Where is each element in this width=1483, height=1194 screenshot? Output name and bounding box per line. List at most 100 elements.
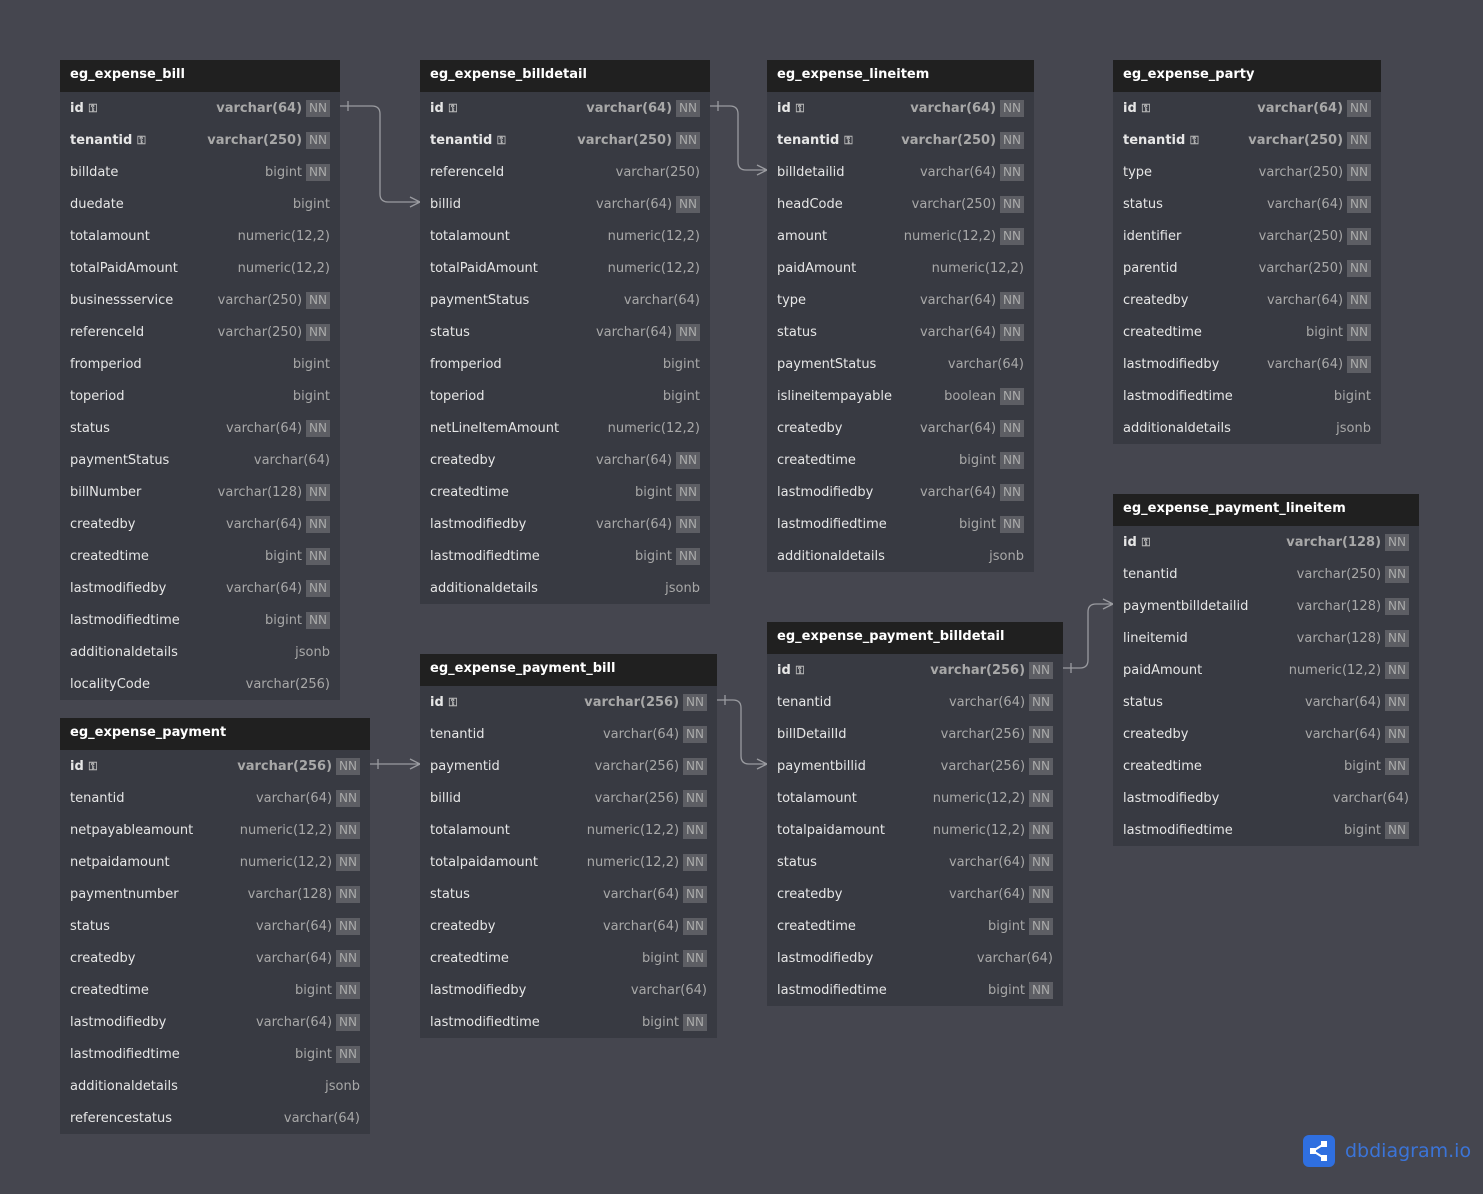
field-row[interactable]: parentid varchar(250) NN: [1113, 252, 1381, 284]
field-row[interactable]: totalamount numeric(12,2): [420, 220, 710, 252]
field-row[interactable]: type varchar(250) NN: [1113, 156, 1381, 188]
field-row[interactable]: tenantid varchar(250) NN: [1113, 558, 1419, 590]
field-row[interactable]: id ⚿ varchar(64) NN: [767, 92, 1034, 124]
field-row[interactable]: lastmodifiedtime bigint NN: [420, 540, 710, 572]
field-row[interactable]: paymentStatus varchar(64): [767, 348, 1034, 380]
field-row[interactable]: toperiod bigint: [60, 380, 340, 412]
field-row[interactable]: createdtime bigint NN: [1113, 750, 1419, 782]
field-row[interactable]: identifier varchar(250) NN: [1113, 220, 1381, 252]
field-row[interactable]: tenantid ⚿ varchar(250) NN: [1113, 124, 1381, 156]
field-row[interactable]: status varchar(64) NN: [420, 316, 710, 348]
table-header[interactable]: eg_expense_payment: [60, 718, 370, 750]
table-eg-expense-bill[interactable]: eg_expense_bill id ⚿ varchar(64) NN tenan…: [60, 60, 340, 700]
table-eg-expense-payment-billdetail[interactable]: eg_expense_payment_billdetail id ⚿ varcha…: [767, 622, 1063, 1006]
field-row[interactable]: createdtime bigint NN: [420, 476, 710, 508]
field-row[interactable]: createdby varchar(64) NN: [1113, 718, 1419, 750]
field-row[interactable]: duedate bigint: [60, 188, 340, 220]
field-row[interactable]: localityCode varchar(256): [60, 668, 340, 700]
table-eg-expense-party[interactable]: eg_expense_party id ⚿ varchar(64) NN tena…: [1113, 60, 1381, 444]
field-row[interactable]: totalamount numeric(12,2) NN: [767, 782, 1063, 814]
field-row[interactable]: createdby varchar(64) NN: [420, 910, 717, 942]
field-row[interactable]: lastmodifiedby varchar(64) NN: [60, 572, 340, 604]
field-row[interactable]: status varchar(64) NN: [60, 412, 340, 444]
field-row[interactable]: toperiod bigint: [420, 380, 710, 412]
field-row[interactable]: lastmodifiedby varchar(64) NN: [1113, 348, 1381, 380]
table-header[interactable]: eg_expense_party: [1113, 60, 1381, 92]
field-row[interactable]: paidAmount numeric(12,2): [767, 252, 1034, 284]
field-row[interactable]: totalpaidamount numeric(12,2) NN: [767, 814, 1063, 846]
field-row[interactable]: status varchar(64) NN: [1113, 188, 1381, 220]
field-row[interactable]: lastmodifiedtime bigint NN: [767, 974, 1063, 1006]
field-row[interactable]: lastmodifiedtime bigint: [1113, 380, 1381, 412]
field-row[interactable]: createdby varchar(64) NN: [420, 444, 710, 476]
field-row[interactable]: id ⚿ varchar(256) NN: [767, 654, 1063, 686]
table-header[interactable]: eg_expense_bill: [60, 60, 340, 92]
field-row[interactable]: lastmodifiedtime bigint NN: [60, 1038, 370, 1070]
field-row[interactable]: createdby varchar(64) NN: [60, 508, 340, 540]
table-header[interactable]: eg_expense_lineitem: [767, 60, 1034, 92]
field-row[interactable]: createdtime bigint NN: [420, 942, 717, 974]
field-row[interactable]: paidAmount numeric(12,2) NN: [1113, 654, 1419, 686]
field-row[interactable]: amount numeric(12,2) NN: [767, 220, 1034, 252]
table-eg-expense-payment[interactable]: eg_expense_payment id ⚿ varchar(256) NN t…: [60, 718, 370, 1134]
field-row[interactable]: status varchar(64) NN: [767, 316, 1034, 348]
field-row[interactable]: status varchar(64) NN: [767, 846, 1063, 878]
field-row[interactable]: paymentStatus varchar(64): [420, 284, 710, 316]
field-row[interactable]: totalamount numeric(12,2) NN: [420, 814, 717, 846]
table-eg-expense-lineitem[interactable]: eg_expense_lineitem id ⚿ varchar(64) NN t…: [767, 60, 1034, 572]
field-row[interactable]: createdtime bigint NN: [60, 974, 370, 1006]
field-row[interactable]: lastmodifiedby varchar(64) NN: [767, 476, 1034, 508]
field-row[interactable]: createdtime bigint NN: [767, 910, 1063, 942]
field-row[interactable]: billDetailId varchar(256) NN: [767, 718, 1063, 750]
field-row[interactable]: netpaidamount numeric(12,2) NN: [60, 846, 370, 878]
field-row[interactable]: status varchar(64) NN: [1113, 686, 1419, 718]
field-row[interactable]: createdtime bigint NN: [1113, 316, 1381, 348]
field-row[interactable]: additionaldetails jsonb: [60, 1070, 370, 1102]
dbdiagram-logo[interactable]: dbdiagram.io: [1303, 1135, 1471, 1167]
field-row[interactable]: createdtime bigint NN: [60, 540, 340, 572]
field-row[interactable]: lastmodifiedtime bigint NN: [1113, 814, 1419, 846]
field-row[interactable]: additionaldetails jsonb: [1113, 412, 1381, 444]
field-row[interactable]: billid varchar(64) NN: [420, 188, 710, 220]
field-row[interactable]: tenantid ⚿ varchar(250) NN: [60, 124, 340, 156]
field-row[interactable]: netLineItemAmount numeric(12,2): [420, 412, 710, 444]
field-row[interactable]: lineitemid varchar(128) NN: [1113, 622, 1419, 654]
field-row[interactable]: lastmodifiedby varchar(64): [420, 974, 717, 1006]
field-row[interactable]: lastmodifiedby varchar(64): [1113, 782, 1419, 814]
field-row[interactable]: createdby varchar(64) NN: [767, 412, 1034, 444]
field-row[interactable]: lastmodifiedby varchar(64) NN: [60, 1006, 370, 1038]
field-row[interactable]: billdetailid varchar(64) NN: [767, 156, 1034, 188]
table-header[interactable]: eg_expense_billdetail: [420, 60, 710, 92]
table-header[interactable]: eg_expense_payment_lineitem: [1113, 494, 1419, 526]
field-row[interactable]: createdby varchar(64) NN: [1113, 284, 1381, 316]
field-row[interactable]: totalpaidamount numeric(12,2) NN: [420, 846, 717, 878]
field-row[interactable]: id ⚿ varchar(64) NN: [60, 92, 340, 124]
field-row[interactable]: lastmodifiedby varchar(64) NN: [420, 508, 710, 540]
field-row[interactable]: paymentid varchar(256) NN: [420, 750, 717, 782]
field-row[interactable]: paymentbilldetailid varchar(128) NN: [1113, 590, 1419, 622]
field-row[interactable]: createdby varchar(64) NN: [60, 942, 370, 974]
field-row[interactable]: createdtime bigint NN: [767, 444, 1034, 476]
field-row[interactable]: paymentStatus varchar(64): [60, 444, 340, 476]
field-row[interactable]: netpayableamount numeric(12,2) NN: [60, 814, 370, 846]
field-row[interactable]: additionaldetails jsonb: [767, 540, 1034, 572]
field-row[interactable]: tenantid varchar(64) NN: [767, 686, 1063, 718]
field-row[interactable]: totalPaidAmount numeric(12,2): [420, 252, 710, 284]
field-row[interactable]: fromperiod bigint: [420, 348, 710, 380]
field-row[interactable]: type varchar(64) NN: [767, 284, 1034, 316]
field-row[interactable]: status varchar(64) NN: [60, 910, 370, 942]
field-row[interactable]: status varchar(64) NN: [420, 878, 717, 910]
field-row[interactable]: createdby varchar(64) NN: [767, 878, 1063, 910]
field-row[interactable]: tenantid ⚿ varchar(250) NN: [420, 124, 710, 156]
field-row[interactable]: id ⚿ varchar(64) NN: [1113, 92, 1381, 124]
field-row[interactable]: id ⚿ varchar(64) NN: [420, 92, 710, 124]
field-row[interactable]: tenantid ⚿ varchar(250) NN: [767, 124, 1034, 156]
field-row[interactable]: paymentbillid varchar(256) NN: [767, 750, 1063, 782]
table-eg-expense-billdetail[interactable]: eg_expense_billdetail id ⚿ varchar(64) NN…: [420, 60, 710, 604]
table-header[interactable]: eg_expense_payment_bill: [420, 654, 717, 686]
field-row[interactable]: fromperiod bigint: [60, 348, 340, 380]
field-row[interactable]: lastmodifiedtime bigint NN: [767, 508, 1034, 540]
field-row[interactable]: additionaldetails jsonb: [420, 572, 710, 604]
field-row[interactable]: id ⚿ varchar(128) NN: [1113, 526, 1419, 558]
field-row[interactable]: paymentnumber varchar(128) NN: [60, 878, 370, 910]
